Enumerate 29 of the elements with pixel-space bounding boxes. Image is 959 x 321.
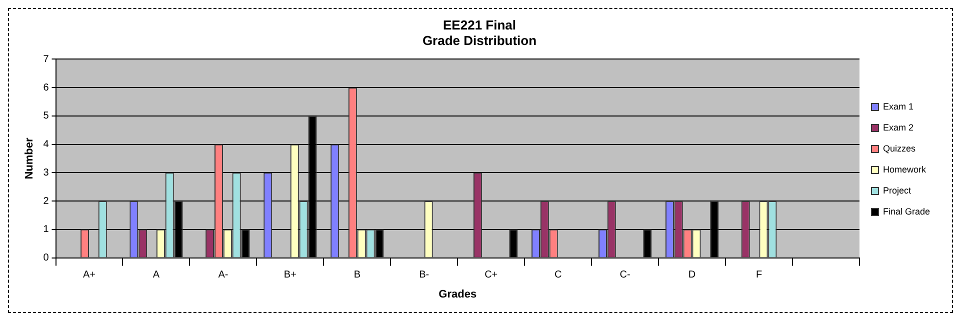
legend-label: Homework	[882, 164, 926, 174]
y-tick-label: 1	[43, 224, 50, 236]
x-tick-label: B+	[284, 270, 297, 281]
x-tick-label: A+	[82, 270, 96, 281]
legend-label: Project	[882, 185, 912, 196]
y-tick-label: 5	[43, 110, 50, 122]
y-tick-label: 4	[43, 139, 50, 150]
y-tick-label: 0	[43, 252, 50, 264]
legend-label: Exam 1	[882, 101, 914, 112]
x-tick-label: C	[554, 270, 562, 281]
y-axis-title: Number	[24, 137, 36, 180]
x-tick-label: C-	[620, 270, 630, 281]
x-tick-label: D	[688, 270, 696, 281]
legend-label: Final Grade	[882, 206, 930, 216]
x-tick-label: A	[152, 270, 160, 281]
x-tick-label: C+	[484, 270, 498, 281]
legend-label: Quizzes	[882, 143, 916, 154]
y-tick-label: 7	[43, 54, 50, 65]
x-tick-label: B-	[419, 270, 430, 281]
x-axis-title: Grades	[438, 288, 477, 300]
legend-label: Exam 2	[882, 122, 914, 132]
x-tick-label: A-	[218, 270, 228, 281]
y-tick-label: 3	[43, 167, 50, 178]
chart-title: EE221 Final	[443, 17, 516, 32]
y-tick-label: 6	[43, 82, 50, 94]
x-tick-label: B	[354, 270, 361, 281]
x-tick-label: F	[756, 270, 762, 281]
chart-subtitle: Grade Distribution	[422, 32, 537, 48]
y-tick-label: 2	[43, 196, 50, 207]
